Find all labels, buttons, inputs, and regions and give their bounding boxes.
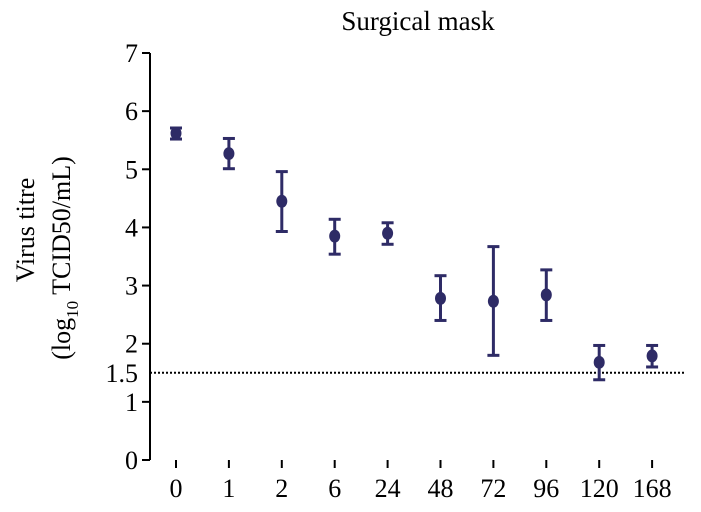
x-tick-label: 2	[275, 474, 288, 503]
point-marker	[646, 349, 658, 363]
y-tick-label: 1	[125, 388, 138, 417]
x-tick-label: 96	[533, 474, 559, 503]
x-tick-label: 0	[170, 474, 183, 503]
point-marker	[540, 288, 552, 302]
point-marker	[276, 194, 288, 208]
x-tick-label: 24	[375, 474, 401, 503]
data-point	[170, 126, 182, 141]
y-tick-label: 2	[125, 330, 138, 359]
data-point	[222, 136, 235, 171]
x-tick-label: 1	[222, 474, 235, 503]
y-axis-label-suffix: TCID50/mL)	[47, 156, 76, 301]
x-ticks: 0 1 2 6 24 48 72 96 120 168	[170, 460, 672, 503]
x-tick-label: 48	[428, 474, 454, 503]
x-tick-label: 72	[480, 474, 506, 503]
point-marker	[170, 126, 182, 140]
y-tick-label: 6	[125, 97, 138, 126]
data-point	[434, 274, 447, 322]
y-axis-label-line1: Virus titre	[11, 178, 40, 283]
y-axis-label-prefix: (log	[47, 318, 76, 360]
data-point	[275, 170, 288, 233]
data-point	[646, 343, 659, 369]
y-axis-label-sub: 10	[63, 301, 82, 318]
x-tick-label: 168	[633, 474, 672, 503]
point-marker	[593, 355, 605, 369]
point-marker	[487, 294, 499, 308]
y-tick-label-threshold: 1.5	[106, 359, 139, 388]
y-tick-label: 7	[125, 39, 138, 68]
data-points	[170, 126, 659, 382]
y-tick-label: 0	[125, 446, 138, 475]
y-tick-label: 3	[125, 272, 138, 301]
y-axis-label-line2: (log10 TCID50/mL)	[47, 156, 82, 360]
data-point	[381, 221, 394, 246]
point-marker	[382, 226, 394, 240]
x-tick-label: 6	[328, 474, 341, 503]
y-tick-label: 4	[125, 213, 138, 242]
point-marker	[329, 229, 341, 243]
data-point	[593, 343, 606, 382]
data-point	[487, 245, 500, 357]
data-point	[328, 217, 341, 256]
chart-title: Surgical mask	[341, 6, 495, 36]
y-ticks: 0 1 2 3 4 5 6 7 1.5	[106, 39, 150, 475]
x-tick-label: 120	[580, 474, 619, 503]
point-marker	[223, 147, 235, 161]
y-tick-label: 5	[125, 155, 138, 184]
y-axis-label: Virus titre (log10 TCID50/mL)	[11, 156, 82, 360]
data-point	[540, 268, 553, 322]
point-marker	[435, 291, 446, 305]
